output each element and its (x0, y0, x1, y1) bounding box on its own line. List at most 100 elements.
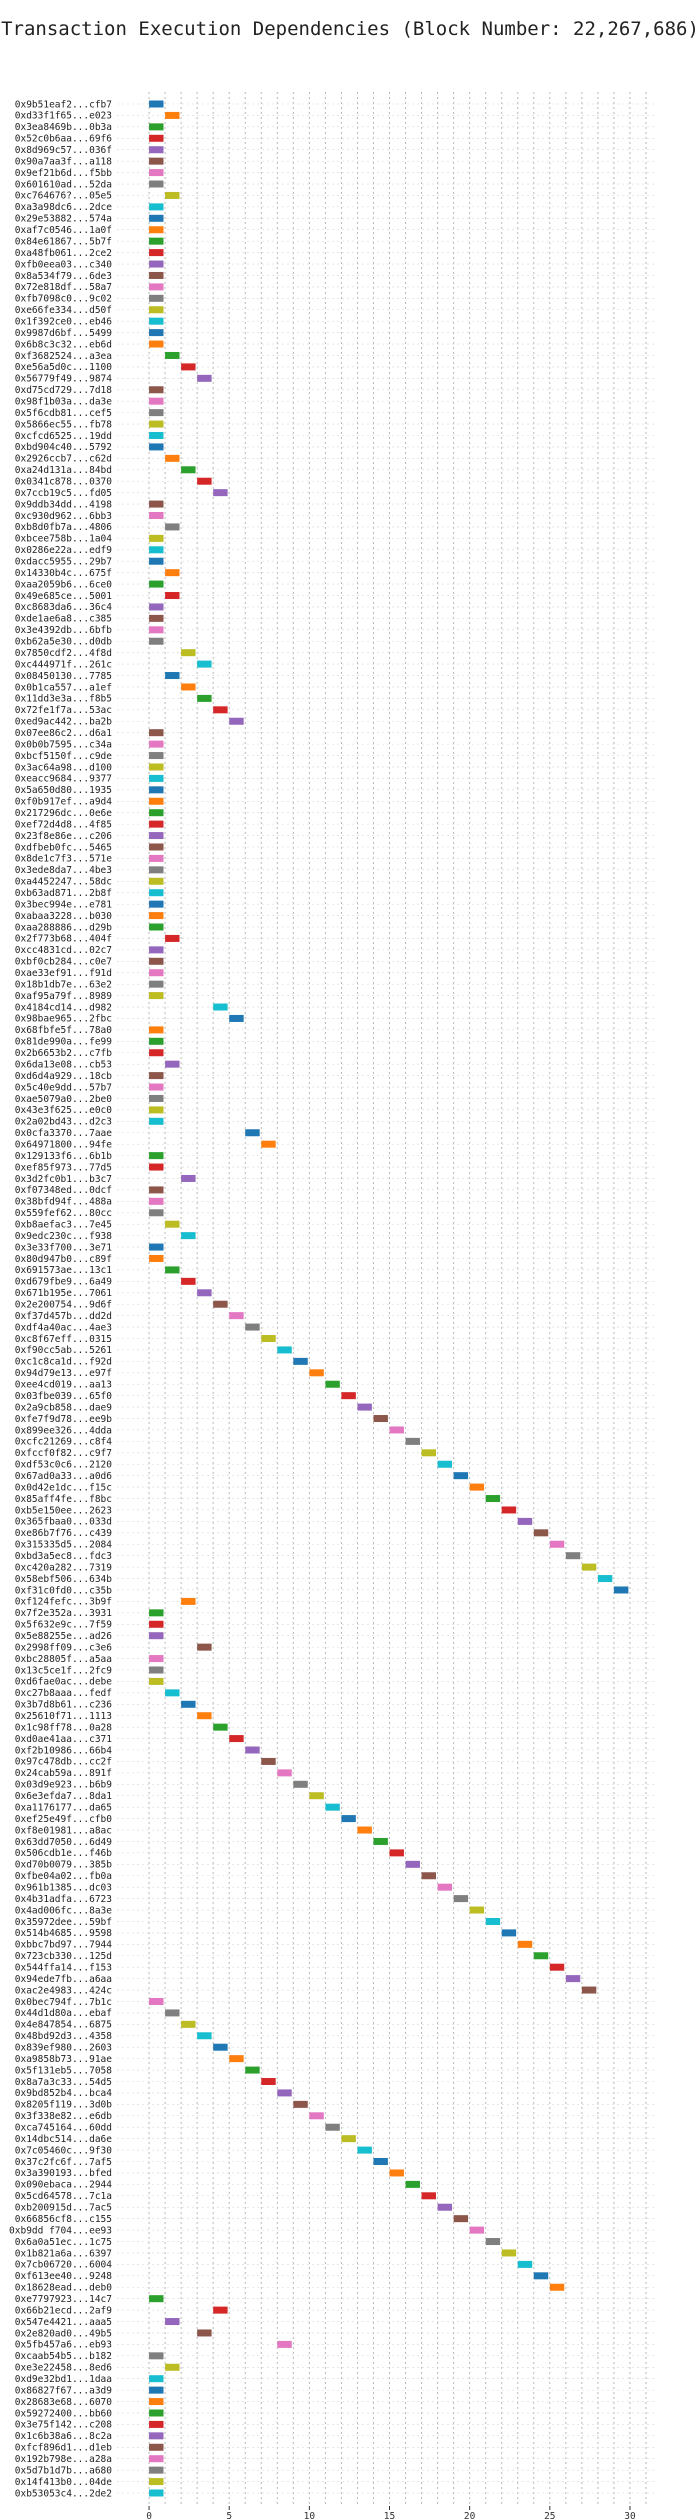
row-label: 0x5f131eb5...7058 (15, 2065, 113, 2076)
row-label: 0x3e33f700...3e71 (15, 1242, 113, 1253)
task-bar (165, 2009, 180, 2017)
task-bar (149, 797, 164, 805)
task-bar (149, 1117, 164, 1125)
row-label: 0x3e75f142...c208 (15, 2420, 113, 2431)
row-label: 0x66b21ecd...2af9 (15, 2305, 113, 2316)
task-bar (293, 2100, 308, 2108)
task-bar (213, 489, 228, 497)
task-bar (149, 832, 164, 840)
row-label: 0x24cab59a...891f (15, 1768, 112, 1779)
row-label: 0xa4452247...58dc (15, 877, 112, 888)
task-bar (165, 2363, 180, 2371)
row-label: 0x68fbfe5f...78a0 (15, 1025, 113, 1036)
task-bar (469, 2226, 485, 2234)
task-bar (325, 1380, 340, 1388)
task-bar (277, 1769, 292, 1777)
task-bar (149, 786, 164, 794)
task-bar (181, 1597, 196, 1605)
task-bar (149, 2352, 164, 2360)
row-label: 0x899ee326...4dda (15, 1425, 112, 1436)
row-label: 0x4e847854...6875 (15, 2020, 112, 2031)
task-bar (149, 1620, 164, 1628)
row-label: 0xd0ae41aa...c371 (15, 1734, 113, 1745)
row-label: 0x8d969c57...036f (15, 145, 112, 156)
task-bar (181, 1700, 196, 1708)
task-bar (149, 637, 164, 645)
task-bar (581, 1563, 597, 1571)
row-label: 0x090ebaca...2944 (15, 2180, 113, 2191)
row-label: 0x3ede8da7...4be3 (15, 865, 112, 876)
row-label: 0x0b1ca557...a1ef (15, 682, 112, 693)
task-bar (149, 431, 164, 439)
row-label: 0xcc4831cd...02c7 (15, 945, 112, 956)
task-bar (229, 1014, 244, 1022)
task-bar (149, 2398, 164, 2406)
task-bar (149, 1197, 164, 1205)
task-bar (533, 1529, 549, 1537)
row-label: 0x2a9cb858...dae9 (15, 1402, 113, 1413)
row-label: 0x49e685ce...5001 (15, 591, 113, 602)
task-bar (149, 271, 164, 279)
row-label: 0xef72d4d8...4f85 (15, 819, 112, 830)
task-bar (197, 1643, 212, 1651)
task-bar (149, 500, 164, 508)
task-bar (149, 420, 164, 428)
row-label: 0xae33ef91...f91d (15, 968, 112, 979)
row-label: 0xa48fb061...2ce2 (15, 248, 112, 259)
row-label: 0x14f413b0...04de (15, 2477, 113, 2488)
row-label: 0x217296dc...0e6e (15, 808, 113, 819)
row-label: 0x03fbe039...65f0 (15, 1391, 113, 1402)
task-bar (437, 1460, 453, 1468)
row-label: 0xe86b7f76...c439 (15, 1528, 113, 1539)
row-label: 0x5fb457a6...eb93 (15, 2340, 112, 2351)
task-bar (149, 237, 164, 245)
row-label: 0x0bec794f...7b1c (15, 1997, 112, 2008)
task-bar (149, 329, 164, 337)
row-label: 0x4b31adfa...6723 (15, 1894, 112, 1905)
task-bar (197, 2329, 212, 2337)
task-bar (149, 146, 164, 154)
task-bar (149, 294, 164, 302)
row-label: 0xfccf0f82...c9f7 (15, 1448, 112, 1459)
row-label: 0xaf7c0546...1a0f (15, 225, 112, 236)
row-label: 0xaa2059b6...6ce0 (15, 579, 113, 590)
row-label: 0x72e818df...58a7 (15, 282, 112, 293)
row-label: 0x56779f49...9874 (15, 374, 113, 385)
row-label: 0x1c98ff78...0a28 (15, 1722, 113, 1733)
row-label: 0x25610f71...1113 (15, 1711, 112, 1722)
row-label: 0x5a650d80...1935 (15, 785, 112, 796)
task-bar (565, 1552, 581, 1560)
task-bar (165, 934, 180, 942)
row-label: 0xed9ac442...ba2b (15, 717, 113, 728)
task-bar (469, 1906, 485, 1914)
row-label: 0x03d9e923...b6b9 (15, 1780, 113, 1791)
row-label: 0x8a7a3c33...54d5 (15, 2077, 112, 2088)
task-bar (149, 2420, 164, 2428)
task-bar (549, 1963, 565, 1971)
task-bar (149, 1163, 164, 1171)
row-label: 0xa9858b73...91ae (15, 2054, 113, 2065)
task-bar (165, 569, 180, 577)
row-label: 0x0b0b7595...c34a (15, 739, 112, 750)
task-bar (149, 580, 164, 588)
row-label: 0x2b6653b2...c7fb (15, 1048, 113, 1059)
row-label: 0xac2e4983...424c (15, 1985, 112, 1996)
x-tick-label: 20 (464, 2511, 476, 2520)
task-bar (309, 1792, 324, 1800)
task-bar (149, 889, 164, 897)
task-bar (197, 1712, 212, 1720)
row-label: 0x2998ff09...c3e6 (15, 1642, 113, 1653)
task-bar (149, 740, 164, 748)
task-bar (149, 809, 164, 817)
row-label: 0xc27b8aaa...fedf (15, 1688, 112, 1699)
task-bar (581, 1986, 597, 1994)
task-bar (149, 2409, 164, 2417)
task-bar (149, 1632, 164, 1640)
task-bar (517, 1940, 533, 1948)
row-label: 0xdfbeb0fc...5465 (15, 842, 112, 853)
task-bar (373, 2158, 388, 2166)
task-bar (149, 386, 164, 394)
task-bar (149, 546, 164, 554)
task-bar (181, 363, 196, 371)
row-label: 0x5f6cdb81...cef5 (15, 408, 112, 419)
